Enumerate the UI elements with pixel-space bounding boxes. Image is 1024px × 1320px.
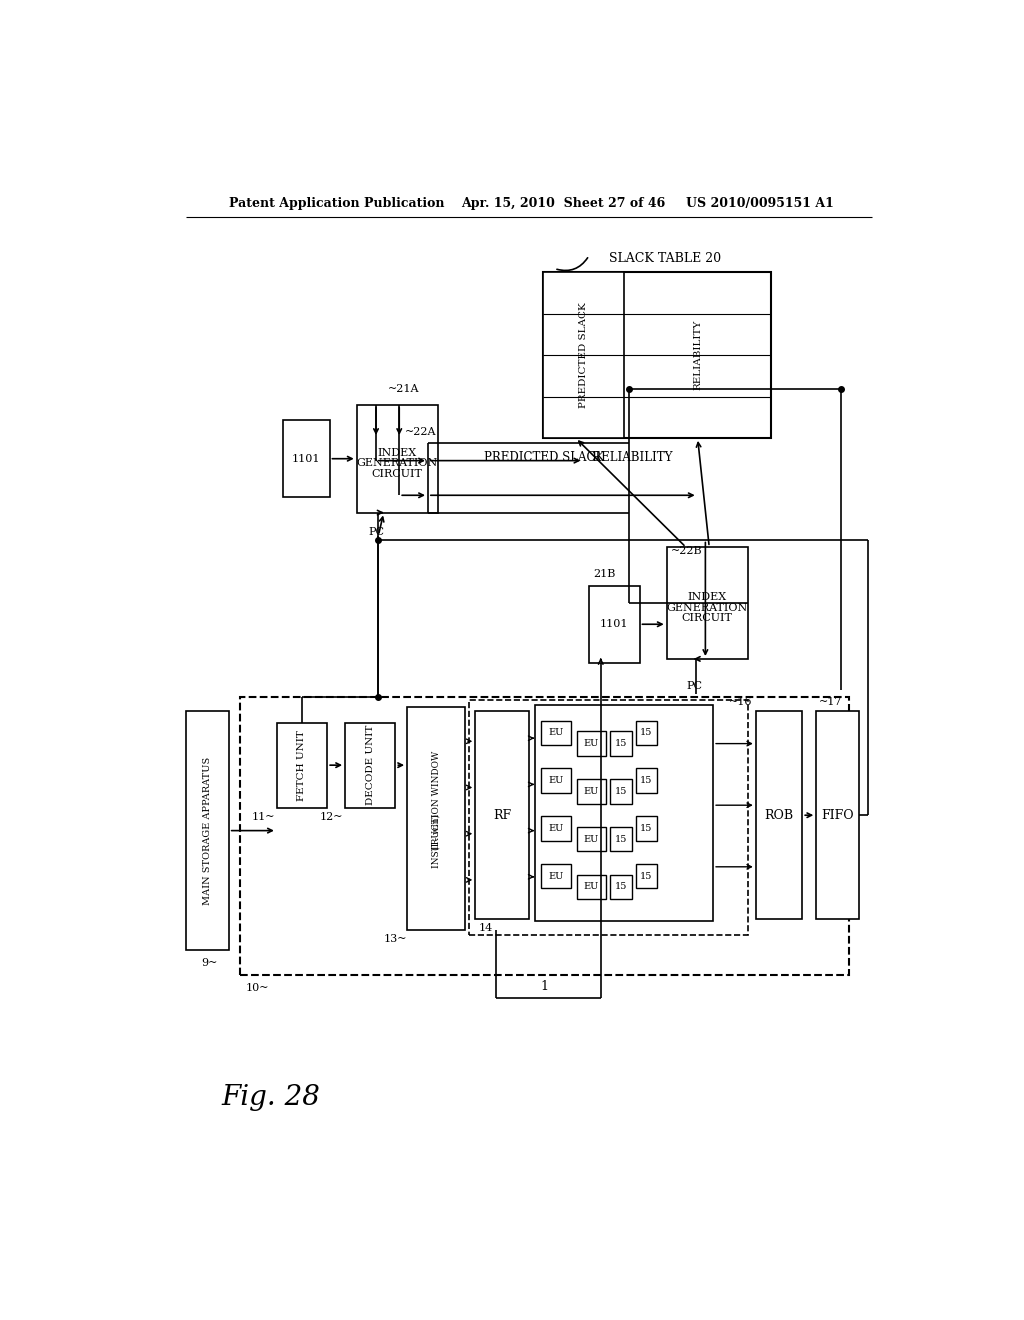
Text: Patent Application Publication: Patent Application Publication: [228, 197, 444, 210]
Text: ~16: ~16: [728, 697, 752, 708]
Text: Fig. 28: Fig. 28: [221, 1084, 319, 1111]
Bar: [636, 768, 657, 793]
Text: EU: EU: [548, 729, 563, 738]
Text: SLACK TABLE 20: SLACK TABLE 20: [608, 252, 721, 265]
Text: 9~: 9~: [201, 958, 217, 968]
Text: EU: EU: [548, 871, 563, 880]
Text: GENERATION: GENERATION: [667, 603, 748, 612]
Bar: [577, 875, 606, 899]
Bar: [541, 863, 570, 888]
Text: 11~: 11~: [252, 812, 275, 822]
Bar: [541, 768, 570, 793]
Text: ROB: ROB: [765, 809, 794, 822]
Text: 14: 14: [479, 924, 494, 933]
Bar: [577, 826, 606, 851]
Bar: [186, 711, 228, 950]
Bar: [610, 826, 632, 851]
Text: Apr. 15, 2010  Sheet 27 of 46: Apr. 15, 2010 Sheet 27 of 46: [461, 197, 666, 210]
Text: 15: 15: [614, 787, 627, 796]
Bar: [667, 548, 748, 659]
Bar: [610, 731, 632, 756]
Text: 1101: 1101: [292, 454, 321, 463]
Bar: [636, 816, 657, 841]
Bar: [283, 420, 330, 498]
Text: 15: 15: [640, 729, 652, 738]
Bar: [756, 711, 802, 919]
Text: PC: PC: [686, 681, 702, 690]
Text: 15: 15: [640, 776, 652, 785]
Bar: [577, 779, 606, 804]
Text: (I - win): (I - win): [431, 814, 440, 850]
Bar: [589, 586, 640, 663]
Bar: [241, 697, 849, 974]
Bar: [475, 711, 529, 919]
Text: PC: PC: [369, 527, 384, 537]
Text: EU: EU: [584, 882, 599, 891]
Text: RF: RF: [494, 809, 511, 822]
Text: 15: 15: [640, 824, 652, 833]
Text: ~22A: ~22A: [404, 426, 436, 437]
Text: PREDICTED SLACK: PREDICTED SLACK: [579, 302, 588, 408]
Text: 15: 15: [640, 871, 652, 880]
Text: EU: EU: [584, 834, 599, 843]
Bar: [636, 863, 657, 888]
Text: MAIN STORAGE APPARATUS: MAIN STORAGE APPARATUS: [203, 756, 212, 904]
Text: GENERATION: GENERATION: [356, 458, 438, 469]
Text: 10~: 10~: [246, 983, 269, 994]
Bar: [407, 706, 465, 929]
Text: RELIABILITY: RELIABILITY: [582, 450, 673, 463]
Bar: [816, 711, 859, 919]
Text: FIFO: FIFO: [821, 809, 854, 822]
Bar: [469, 700, 748, 935]
Text: CIRCUIT: CIRCUIT: [682, 614, 733, 623]
Text: 13~: 13~: [384, 935, 408, 944]
Text: RELIABILITY: RELIABILITY: [693, 319, 702, 391]
Text: ~22B: ~22B: [671, 546, 702, 556]
Bar: [345, 723, 395, 808]
Text: CIRCUIT: CIRCUIT: [372, 469, 423, 479]
Bar: [541, 816, 570, 841]
Bar: [535, 705, 713, 921]
Bar: [543, 272, 771, 438]
Bar: [610, 779, 632, 804]
Text: EU: EU: [548, 776, 563, 785]
Text: 15: 15: [614, 882, 627, 891]
Text: 1101: 1101: [600, 619, 629, 630]
Text: ~21A: ~21A: [388, 384, 419, 395]
Text: EU: EU: [548, 824, 563, 833]
Text: FETCH UNIT: FETCH UNIT: [298, 730, 306, 801]
Text: PREDICTED SLACK: PREDICTED SLACK: [484, 450, 605, 463]
Bar: [276, 723, 328, 808]
Text: DECODE UNIT: DECODE UNIT: [366, 725, 375, 805]
Bar: [577, 731, 606, 756]
Text: INSTRUCTION WINDOW: INSTRUCTION WINDOW: [431, 751, 440, 867]
Text: EU: EU: [584, 787, 599, 796]
Text: 15: 15: [614, 834, 627, 843]
Bar: [541, 721, 570, 744]
Bar: [636, 721, 657, 744]
Text: 12~: 12~: [319, 812, 343, 822]
Text: 1: 1: [541, 979, 549, 993]
Text: 21B: 21B: [593, 569, 615, 579]
Text: EU: EU: [584, 739, 599, 748]
Text: INDEX: INDEX: [378, 447, 417, 458]
Text: 15: 15: [614, 739, 627, 748]
Text: ~17: ~17: [818, 697, 842, 708]
Bar: [543, 272, 624, 438]
Bar: [610, 875, 632, 899]
Text: US 2010/0095151 A1: US 2010/0095151 A1: [686, 197, 834, 210]
Bar: [356, 405, 438, 512]
Text: INDEX: INDEX: [688, 591, 727, 602]
